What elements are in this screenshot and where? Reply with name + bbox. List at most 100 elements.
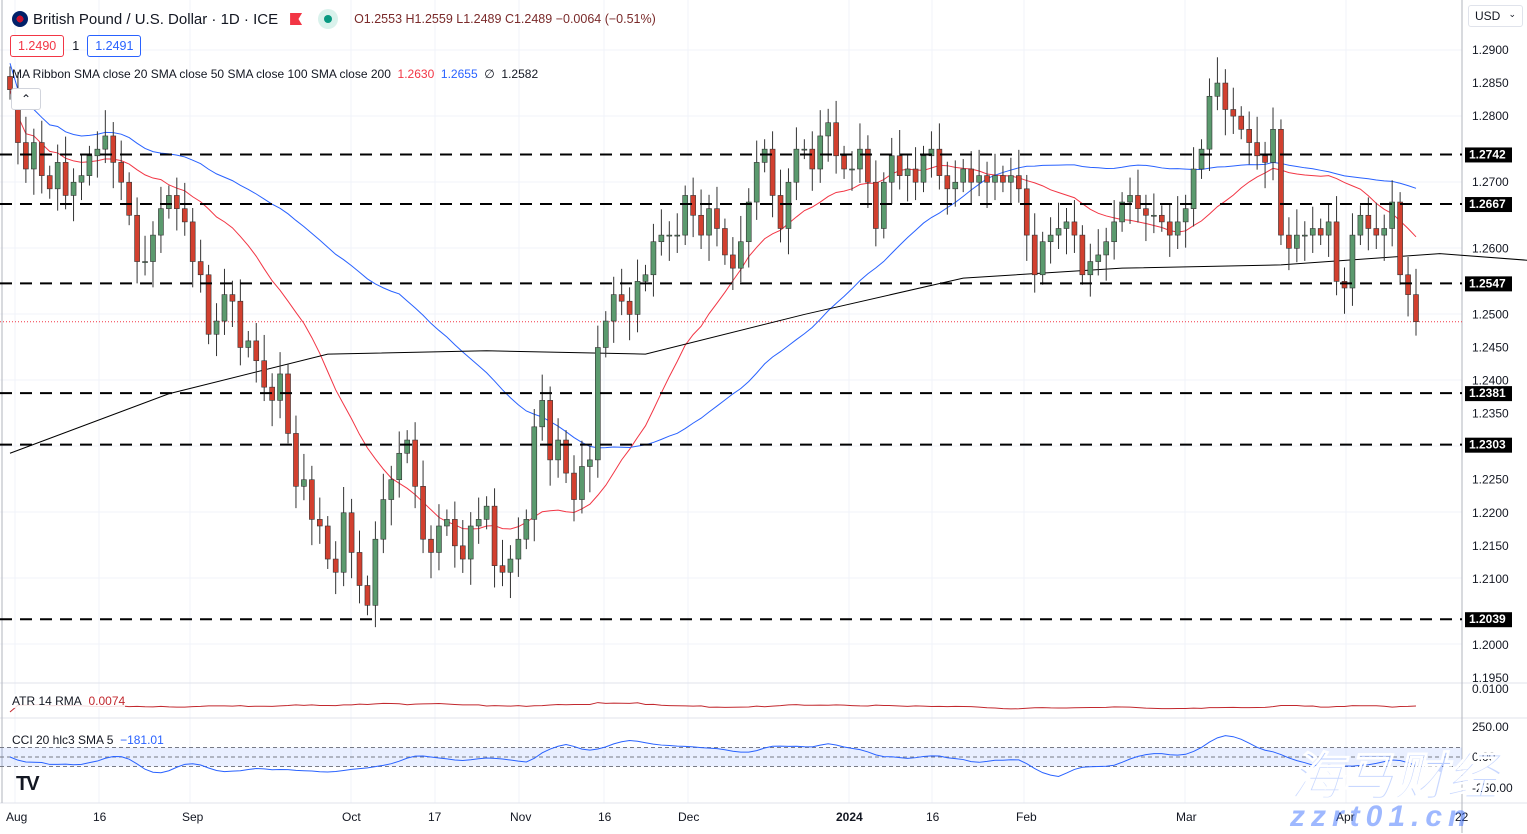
candle-up	[1325, 221, 1332, 236]
buy-button[interactable]: 1.2491	[87, 35, 142, 57]
candle-down	[1341, 281, 1348, 289]
candle-up	[1087, 261, 1094, 276]
market-status-icon[interactable]	[318, 9, 339, 29]
collapse-legend-button[interactable]: ⌃	[11, 88, 41, 110]
candle-down	[428, 538, 434, 553]
candle-up	[467, 525, 474, 560]
candle-down	[1317, 228, 1324, 236]
candle-down	[1397, 201, 1403, 276]
candle-up	[444, 519, 450, 527]
atr-legend[interactable]: ATR 14 RMA 0.0074	[12, 694, 126, 708]
candle-up	[920, 155, 927, 183]
time-axis-label: 22	[1455, 810, 1469, 824]
candle-up	[1270, 129, 1276, 163]
price-tick-label: 1.2250	[1472, 473, 1509, 487]
time-axis-label: Sep	[182, 810, 204, 824]
candle-up	[753, 162, 760, 203]
candle-up	[158, 208, 164, 236]
sma-20-line	[9, 89, 1417, 530]
candle-up	[1190, 168, 1197, 209]
candle-up	[515, 538, 522, 560]
candle-down	[293, 433, 299, 487]
level-label-bg	[1465, 437, 1512, 453]
price-tick-label: 1.2200	[1472, 506, 1509, 520]
candle-down	[46, 175, 53, 190]
candle-down	[841, 155, 847, 170]
currency-select[interactable]: USD ⌄	[1468, 5, 1523, 27]
price-tick-label: 1.1950	[1472, 671, 1509, 685]
cci-line	[9, 735, 1417, 777]
candle-down	[126, 181, 132, 216]
candle-down	[1016, 175, 1022, 190]
candle-down	[833, 122, 839, 157]
candle-up	[761, 148, 768, 163]
cci-axis-label: 0.00	[1472, 750, 1496, 764]
atr-line	[9, 702, 1417, 713]
time-axis-label: Aug	[6, 810, 27, 824]
candle-down	[491, 505, 498, 566]
flag-icon[interactable]	[290, 13, 303, 25]
quantity[interactable]: 1	[72, 39, 80, 53]
candle-down	[309, 479, 315, 520]
sell-button[interactable]: 1.2490	[10, 35, 65, 57]
candle-down	[563, 439, 569, 474]
candle-up	[634, 281, 641, 315]
candle-up	[166, 195, 172, 209]
candle-down	[1222, 82, 1229, 110]
level-label: 1.2547	[1469, 276, 1506, 290]
time-axis-label: 2024	[836, 810, 863, 824]
candle-down	[356, 552, 363, 586]
candle-down	[324, 525, 331, 560]
candle-up	[86, 155, 93, 176]
candle-down	[189, 221, 196, 262]
candle-down	[896, 155, 903, 176]
candle-up	[507, 558, 514, 573]
candle-down	[1166, 221, 1173, 236]
candle-up	[1039, 241, 1046, 276]
tradingview-logo[interactable]: TV	[16, 773, 40, 795]
candle-down	[690, 195, 696, 216]
candle-up	[976, 175, 982, 183]
candle-up	[102, 135, 109, 150]
candle-up	[650, 241, 657, 276]
candle-down	[7, 76, 13, 90]
candle-up	[340, 512, 347, 573]
candle-down	[412, 439, 418, 487]
candle-up	[380, 499, 387, 540]
time-axis-label: 16	[926, 810, 940, 824]
candle-up	[1381, 228, 1388, 236]
candle-up	[1111, 221, 1117, 243]
candle-up	[793, 148, 800, 183]
candle-up	[928, 148, 935, 157]
watermark-url: zzrt01.cn	[1290, 800, 1473, 833]
symbol-title[interactable]: British Pound / U.S. Dollar · 1D · ICE	[33, 10, 279, 28]
candle-up	[1151, 214, 1157, 217]
chevron-up-icon: ⌃	[20, 92, 32, 106]
candle-up	[475, 519, 482, 527]
sma-50-line	[9, 63, 1417, 449]
candle-down	[253, 340, 260, 362]
level-label-bg	[1465, 386, 1512, 402]
candle-down	[1262, 155, 1268, 163]
price-tick-label: 1.2100	[1472, 572, 1509, 586]
cci-legend[interactable]: CCI 20 hlc3 SMA 5 −181.01	[12, 733, 164, 747]
candle-down	[944, 175, 951, 190]
candle-up	[1095, 254, 1102, 262]
candle-up	[817, 135, 824, 170]
candle-up	[539, 400, 546, 428]
time-axis-label: Nov	[510, 810, 531, 824]
candle-up	[31, 142, 37, 170]
candle-down	[698, 214, 704, 236]
candle-up	[738, 241, 744, 269]
time-axis-label: Mar	[1176, 810, 1197, 824]
candle-down	[118, 162, 125, 183]
ma-ribbon-legend[interactable]: MA Ribbon SMA close 20 SMA close 50 SMA …	[12, 67, 539, 81]
candle-down	[237, 300, 244, 348]
candle-up	[1119, 201, 1125, 223]
price-tick-label: 1.2900	[1472, 43, 1509, 57]
candle-down	[420, 486, 426, 540]
level-label-bg	[1465, 276, 1512, 292]
candle-down	[348, 512, 355, 553]
candle-up	[801, 148, 808, 151]
